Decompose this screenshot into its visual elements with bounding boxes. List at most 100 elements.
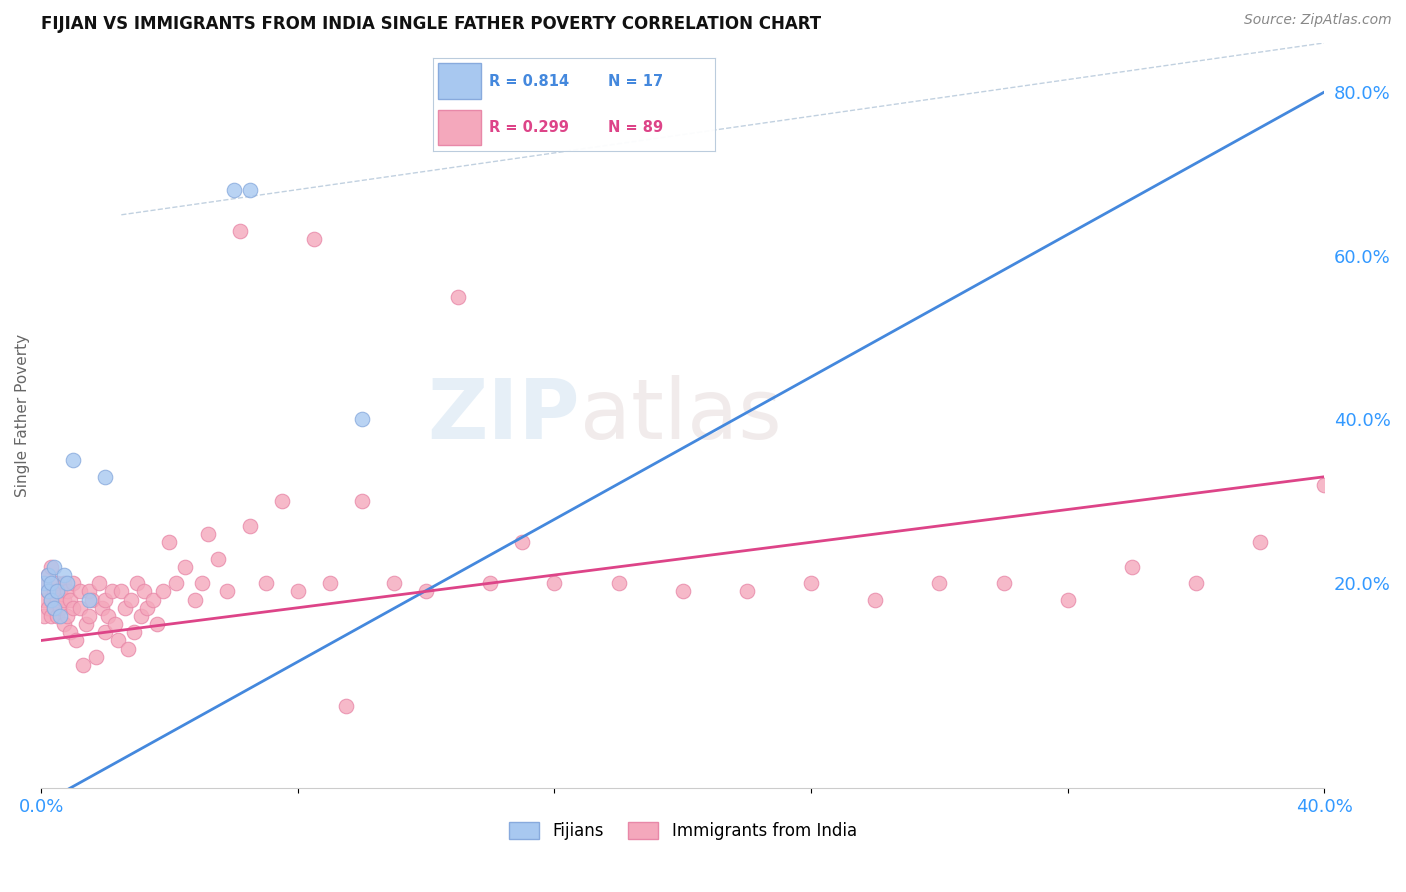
Point xyxy=(34,576,56,591)
Point xyxy=(120,592,142,607)
Point xyxy=(34,592,56,607)
Point xyxy=(107,633,129,648)
Point xyxy=(84,649,107,664)
Point xyxy=(49,584,72,599)
Point xyxy=(59,592,82,607)
Point xyxy=(34,609,56,624)
Point xyxy=(94,625,117,640)
Point xyxy=(46,576,69,591)
Text: atlas: atlas xyxy=(581,375,782,456)
Point xyxy=(49,609,72,624)
Point xyxy=(55,584,77,599)
Point xyxy=(65,633,87,648)
Point xyxy=(1121,559,1143,574)
Point xyxy=(69,584,91,599)
Point xyxy=(993,576,1015,591)
Point xyxy=(735,584,758,599)
Point xyxy=(46,584,69,599)
Point xyxy=(159,535,181,549)
Point xyxy=(110,584,132,599)
Point xyxy=(91,600,114,615)
Point xyxy=(197,527,219,541)
Point xyxy=(270,494,292,508)
Point xyxy=(82,592,104,607)
Point xyxy=(55,576,77,591)
Point xyxy=(184,592,207,607)
Point xyxy=(136,600,159,615)
Point xyxy=(37,600,59,615)
Point xyxy=(165,576,187,591)
Point xyxy=(46,609,69,624)
Point xyxy=(207,551,229,566)
Point xyxy=(77,592,100,607)
Point xyxy=(1313,478,1336,492)
Point xyxy=(239,183,262,197)
Point xyxy=(42,584,65,599)
Point xyxy=(62,576,84,591)
Point xyxy=(335,698,357,713)
Point xyxy=(49,600,72,615)
Point xyxy=(114,600,136,615)
Point xyxy=(174,559,197,574)
Point xyxy=(87,576,110,591)
Point xyxy=(607,576,630,591)
Point xyxy=(77,609,100,624)
Point xyxy=(254,576,277,591)
Point xyxy=(39,559,62,574)
Point xyxy=(69,600,91,615)
Point xyxy=(229,224,252,238)
Point xyxy=(287,584,309,599)
Point xyxy=(217,584,239,599)
Point xyxy=(350,494,373,508)
Point xyxy=(39,592,62,607)
Point xyxy=(350,412,373,426)
Point xyxy=(42,600,65,615)
Point xyxy=(190,576,212,591)
Point xyxy=(77,584,100,599)
Point xyxy=(100,584,122,599)
Point xyxy=(34,576,56,591)
Point xyxy=(865,592,887,607)
Y-axis label: Single Father Poverty: Single Father Poverty xyxy=(15,334,30,497)
Point xyxy=(104,617,127,632)
Point xyxy=(145,617,167,632)
Point xyxy=(129,609,152,624)
Point xyxy=(62,453,84,467)
Point xyxy=(382,576,405,591)
Point xyxy=(52,592,75,607)
Point xyxy=(39,609,62,624)
Text: ZIP: ZIP xyxy=(427,375,581,456)
Text: FIJIAN VS IMMIGRANTS FROM INDIA SINGLE FATHER POVERTY CORRELATION CHART: FIJIAN VS IMMIGRANTS FROM INDIA SINGLE F… xyxy=(41,15,821,33)
Point xyxy=(42,600,65,615)
Point xyxy=(543,576,565,591)
Point xyxy=(142,592,165,607)
Point xyxy=(72,658,94,673)
Point xyxy=(52,576,75,591)
Point xyxy=(122,625,145,640)
Point xyxy=(152,584,174,599)
Point xyxy=(55,609,77,624)
Point xyxy=(319,576,342,591)
Point xyxy=(800,576,823,591)
Point xyxy=(512,535,534,549)
Point xyxy=(928,576,950,591)
Point xyxy=(37,584,59,599)
Point xyxy=(94,469,117,483)
Point xyxy=(1185,576,1208,591)
Point xyxy=(672,584,695,599)
Point xyxy=(62,600,84,615)
Point xyxy=(447,290,470,304)
Point xyxy=(1249,535,1271,549)
Point xyxy=(46,592,69,607)
Point xyxy=(39,592,62,607)
Point xyxy=(117,641,139,656)
Point xyxy=(52,568,75,582)
Point xyxy=(37,568,59,582)
Point xyxy=(42,559,65,574)
Point xyxy=(239,519,262,533)
Point xyxy=(222,183,245,197)
Point xyxy=(75,617,97,632)
Point xyxy=(1056,592,1078,607)
Legend: Fijians, Immigrants from India: Fijians, Immigrants from India xyxy=(502,815,863,847)
Point xyxy=(39,576,62,591)
